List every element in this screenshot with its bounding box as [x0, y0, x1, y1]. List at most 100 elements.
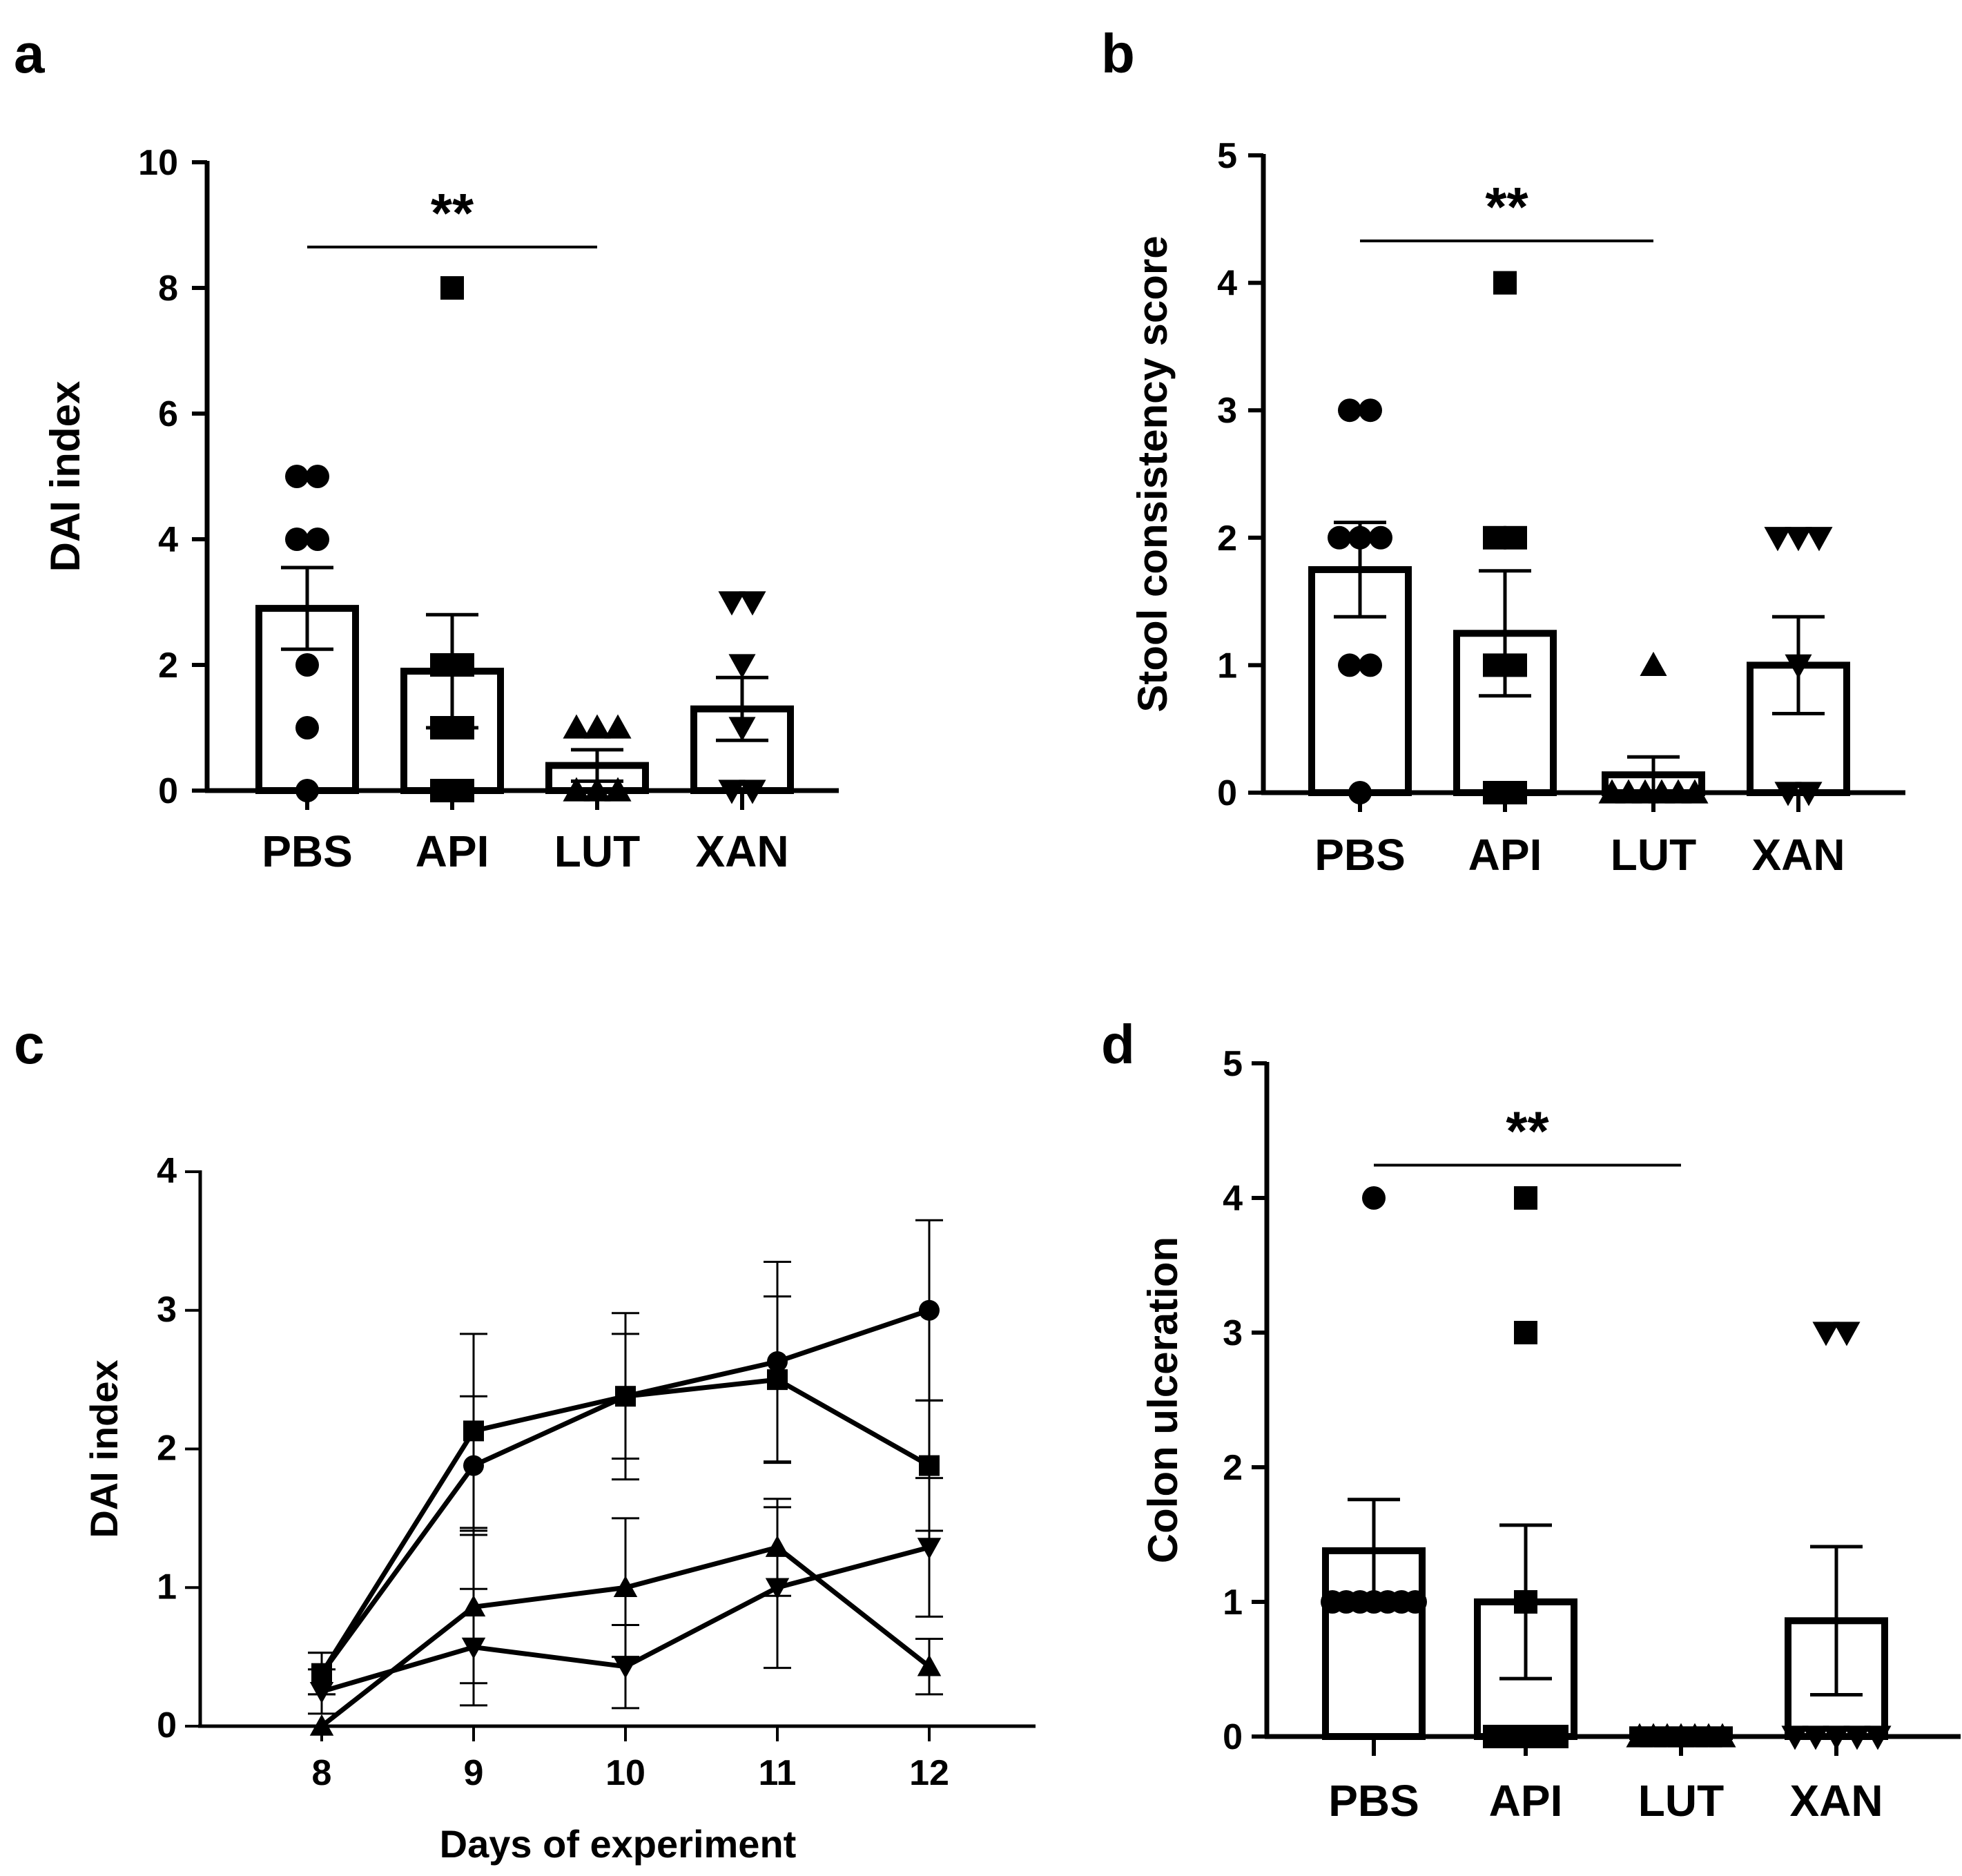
- data-point: [451, 716, 474, 739]
- data-point: [1524, 1725, 1548, 1748]
- data-point: [1802, 1725, 1829, 1750]
- data-point: [1362, 1186, 1386, 1210]
- x-tick-label: 8: [312, 1753, 332, 1793]
- significance-label: **: [1506, 1101, 1549, 1162]
- category-label: XAN: [695, 826, 788, 876]
- data-point: [563, 777, 590, 802]
- y-tick-label: 10: [138, 143, 178, 183]
- y-tick-label: 4: [158, 520, 178, 560]
- data-point: [1504, 525, 1527, 550]
- data-point: [718, 591, 746, 616]
- x-tick-label: 10: [605, 1753, 645, 1793]
- data-point: [615, 1386, 636, 1407]
- data-point: [309, 1682, 334, 1704]
- data-point: [1514, 1590, 1537, 1614]
- category-label: PBS: [1314, 830, 1406, 880]
- y-tick-label: 4: [157, 1151, 177, 1191]
- category-label: API: [416, 826, 489, 876]
- category-label: PBS: [262, 826, 353, 876]
- data-point: [285, 465, 309, 488]
- data-point: [1709, 1723, 1736, 1748]
- category-label: LUT: [1638, 1776, 1724, 1826]
- data-point: [463, 1420, 484, 1442]
- data-point: [917, 1654, 942, 1676]
- y-tick-label: 3: [1223, 1313, 1243, 1353]
- panel-label: b: [1101, 23, 1135, 84]
- data-point: [1781, 1725, 1809, 1750]
- data-point: [1483, 1725, 1506, 1748]
- data-point: [1369, 525, 1392, 550]
- data-point: [285, 528, 309, 551]
- data-point: [430, 779, 454, 802]
- data-point: [1348, 525, 1372, 550]
- data-point: [767, 1369, 788, 1391]
- series-api: [308, 1295, 943, 1696]
- data-point: [430, 653, 454, 677]
- data-point: [1504, 781, 1527, 804]
- data-point: [1812, 1322, 1840, 1346]
- data-point: [1795, 782, 1823, 806]
- data-point: [1864, 1725, 1892, 1750]
- data-point: [919, 1455, 940, 1476]
- data-point: [295, 779, 319, 802]
- y-tick-label: 0: [1223, 1717, 1243, 1757]
- y-tick-label: 1: [1223, 1583, 1243, 1623]
- data-point: [1545, 1725, 1568, 1748]
- data-point: [604, 777, 632, 802]
- panel-label: c: [14, 1014, 45, 1075]
- y-axis-label: DAI index: [42, 381, 88, 572]
- y-tick-label: 1: [157, 1567, 177, 1607]
- y-tick-label: 2: [157, 1429, 177, 1469]
- data-point: [1823, 1725, 1850, 1750]
- data-point: [1483, 781, 1506, 804]
- data-point: [295, 716, 319, 739]
- category-label: PBS: [1328, 1776, 1419, 1826]
- data-point: [430, 716, 454, 739]
- y-tick-label: 2: [1223, 1448, 1243, 1488]
- y-axis-label: Stool consistency score: [1129, 235, 1176, 712]
- x-tick-label: 12: [909, 1753, 949, 1793]
- y-tick-label: 0: [158, 771, 178, 811]
- data-point: [583, 777, 611, 802]
- y-tick-label: 6: [158, 394, 178, 434]
- data-point: [306, 528, 329, 551]
- y-tick-label: 1: [1217, 646, 1237, 686]
- data-point: [1774, 782, 1802, 806]
- data-point: [917, 1538, 942, 1560]
- data-point: [739, 780, 766, 804]
- y-tick-label: 4: [1223, 1179, 1243, 1219]
- data-point: [563, 714, 590, 739]
- category-label: LUT: [1611, 830, 1696, 880]
- data-point: [1348, 781, 1372, 804]
- data-point: [1359, 398, 1382, 423]
- y-tick-label: 4: [1217, 264, 1237, 304]
- x-tick-label: 11: [759, 1753, 797, 1793]
- data-point: [1785, 654, 1812, 679]
- significance-label: **: [431, 182, 474, 244]
- data-point: [1833, 1322, 1861, 1346]
- x-tick-label: 9: [464, 1753, 484, 1793]
- data-point: [461, 1637, 486, 1659]
- category-label: XAN: [1789, 1776, 1883, 1826]
- panel-label: d: [1101, 1014, 1135, 1075]
- panel-d: d 0 1 2 3 4 5 Colon ulceration PBS API LUT XAN **: [1101, 1014, 1961, 1826]
- data-point: [728, 654, 756, 679]
- data-point: [1328, 525, 1351, 550]
- data-point: [1514, 1321, 1537, 1344]
- data-point: [583, 714, 611, 739]
- series-xan: [308, 1477, 943, 1715]
- y-tick-label: 2: [1217, 519, 1237, 559]
- data-point: [718, 780, 746, 804]
- panel-label: a: [14, 23, 45, 84]
- data-point: [306, 465, 329, 488]
- data-point: [309, 1714, 334, 1736]
- data-point: [1640, 651, 1667, 677]
- data-point: [1764, 527, 1791, 552]
- significance-label: **: [1485, 176, 1528, 238]
- data-point: [739, 591, 766, 616]
- data-point: [451, 779, 474, 802]
- data-point: [728, 717, 756, 742]
- category-label: API: [1468, 830, 1542, 880]
